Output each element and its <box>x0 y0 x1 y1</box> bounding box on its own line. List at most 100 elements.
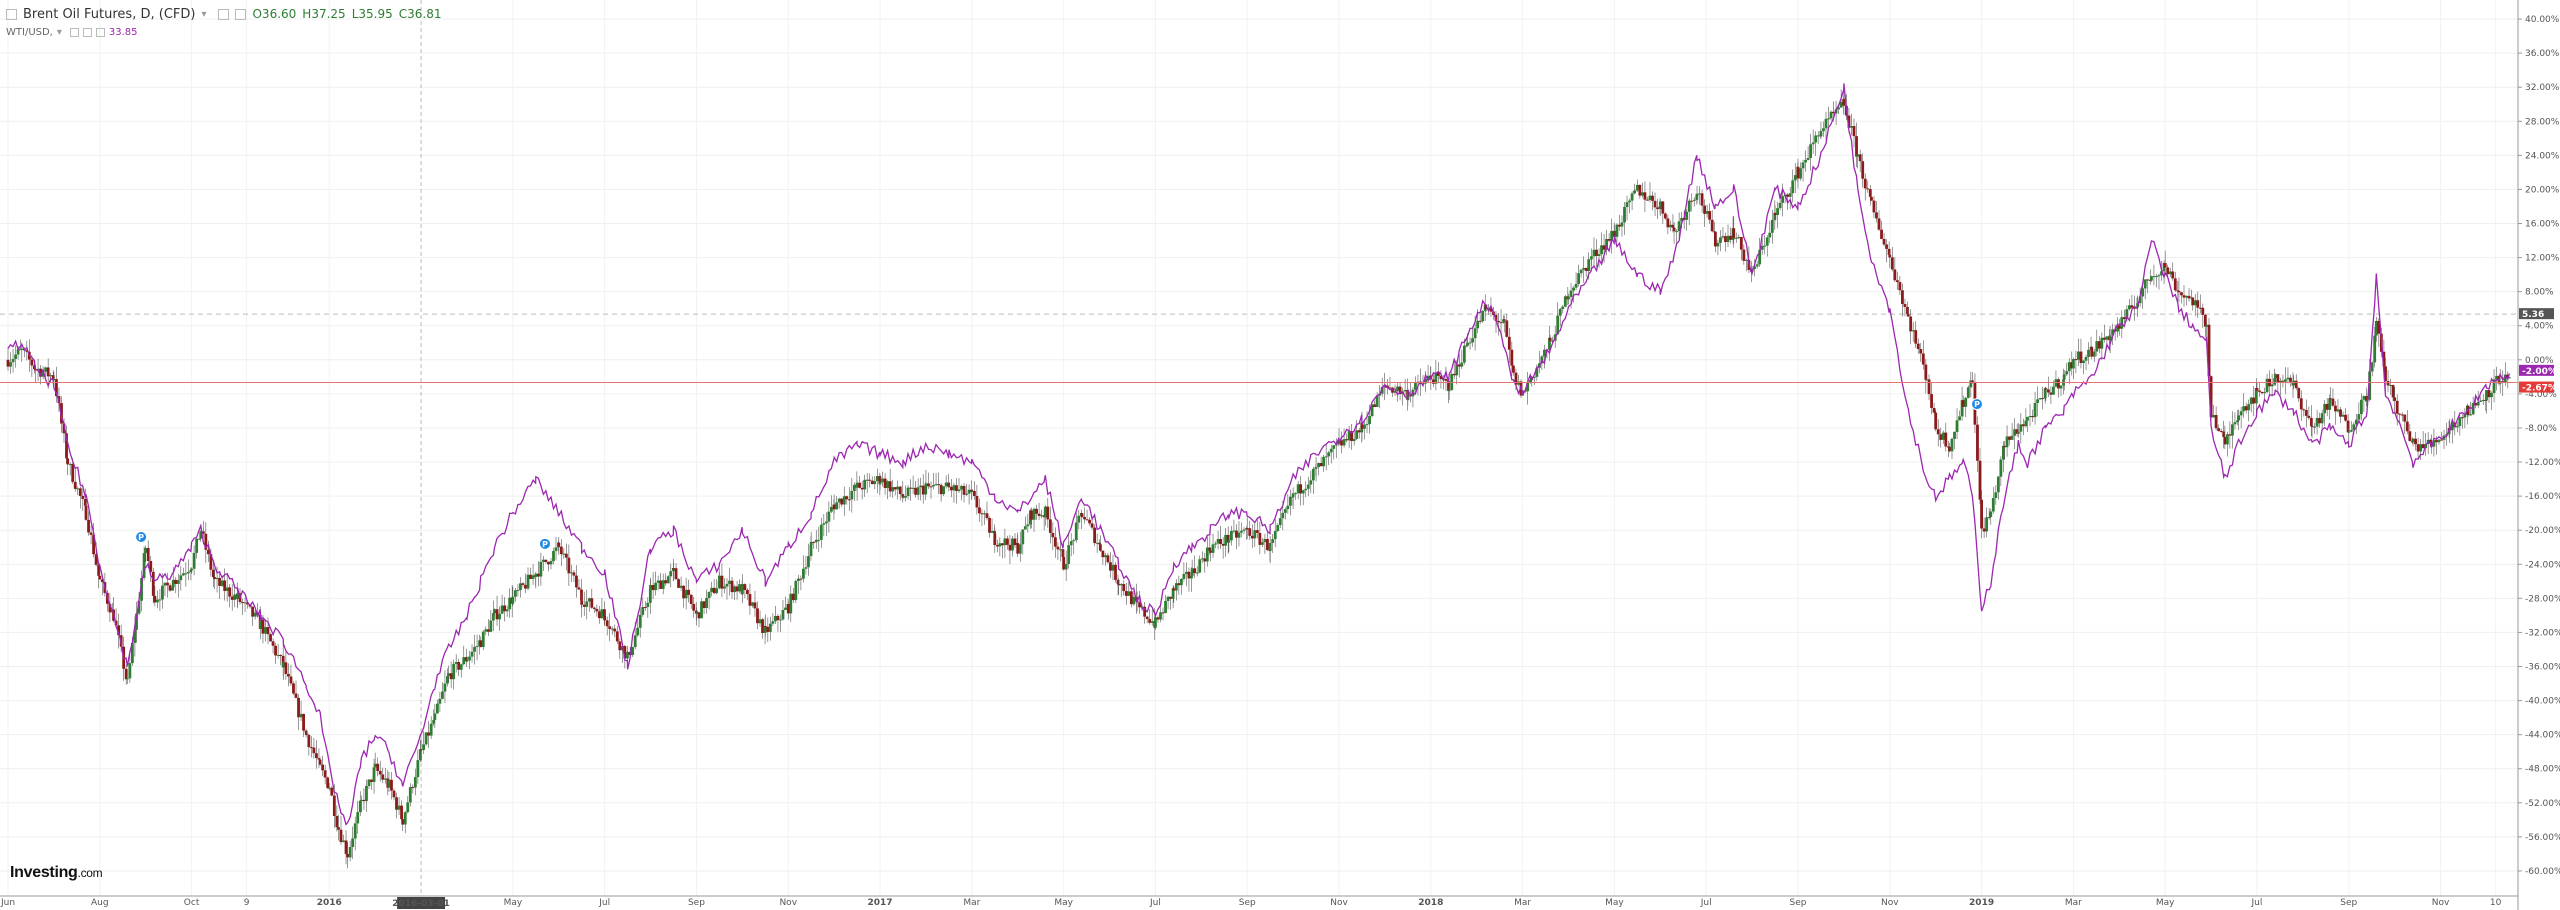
candle-body <box>751 602 754 606</box>
candle-body <box>1666 218 1670 228</box>
candle-body <box>610 628 614 630</box>
candle-body <box>1436 372 1440 376</box>
compare-dropdown-icon[interactable]: ▾ <box>56 27 62 38</box>
candle-body <box>2177 290 2181 293</box>
candle-body <box>1329 448 1333 453</box>
candle-body <box>1216 538 1220 544</box>
candle-body <box>595 608 599 612</box>
candle-body <box>1671 224 1675 228</box>
candle-body <box>1816 135 1820 137</box>
y-tick-label: 40.00% <box>2525 15 2560 25</box>
candle-body <box>264 627 267 634</box>
settings-icon[interactable] <box>218 9 230 20</box>
candle-body <box>330 787 334 796</box>
candle-body <box>2133 307 2136 309</box>
candle-body <box>2157 275 2161 277</box>
candle-body <box>536 573 540 577</box>
candle-body <box>92 534 95 555</box>
candle-body <box>1457 364 1461 367</box>
candle-body <box>967 489 971 494</box>
candle-body <box>1035 508 1038 514</box>
candle-body <box>1906 314 1910 317</box>
candle-body <box>2228 434 2232 436</box>
candle-body <box>1431 379 1435 384</box>
candle-body <box>521 583 525 585</box>
candle-body <box>1778 202 1782 209</box>
candle-body <box>906 487 910 497</box>
candle-body <box>1171 588 1175 599</box>
compare-remove-icon[interactable] <box>95 28 105 37</box>
candle-body <box>784 607 787 610</box>
candle-body <box>2236 420 2239 423</box>
candle-body <box>1040 515 1044 517</box>
candle-body <box>1944 432 1948 447</box>
candle-body <box>68 463 72 465</box>
event-marker-icon <box>539 537 551 550</box>
candle-body <box>638 614 642 628</box>
x-tick-label: Nov <box>779 898 797 908</box>
x-tick-label: 2017 <box>868 898 893 908</box>
candle-body <box>481 631 485 648</box>
candle-body <box>1161 612 1165 614</box>
candle-body <box>2214 414 2218 429</box>
candle-body <box>975 495 979 508</box>
candle-body <box>1294 493 1298 495</box>
candle-body <box>408 787 412 803</box>
candle-body <box>1439 375 1443 380</box>
candle-body <box>168 585 172 591</box>
candle-body <box>174 579 178 584</box>
candle-body <box>1742 249 1746 261</box>
candle-body <box>307 734 311 748</box>
candle-body <box>1494 315 1498 321</box>
compare-settings-icon[interactable] <box>69 28 79 37</box>
candle-body <box>1776 208 1779 216</box>
candle-body <box>664 580 668 584</box>
candle-body <box>1319 462 1323 467</box>
candle-body <box>590 598 594 608</box>
candle-body <box>233 594 237 600</box>
y-tick-label: -12.00% <box>2525 458 2560 468</box>
candle-body <box>1304 488 1308 491</box>
candle-body <box>2437 439 2441 443</box>
candle-body <box>1473 328 1477 339</box>
candle-body <box>1587 259 1591 272</box>
candle-body <box>1008 544 1012 551</box>
price-scale-labels: 5.36 -2.00% -2.67% <box>2519 308 2557 394</box>
candle-body <box>1062 557 1066 570</box>
candle-body <box>2359 399 2363 415</box>
candle-body <box>1773 212 1777 216</box>
compare-hide-icon[interactable] <box>82 28 92 37</box>
x-tick-label: Nov <box>1881 898 1899 908</box>
dropdown-icon[interactable]: ▾ <box>201 9 207 20</box>
candle-body <box>1299 484 1303 494</box>
candle-body <box>422 744 426 751</box>
candle-body <box>1901 290 1904 305</box>
candle-body <box>1018 544 1022 554</box>
candle-body <box>944 482 948 487</box>
candle-body <box>812 541 816 543</box>
candle-body <box>534 573 538 577</box>
candle-body <box>1281 512 1285 519</box>
candle-body <box>1380 387 1384 394</box>
collapse-toggle-icon[interactable] <box>6 9 17 20</box>
candle-body <box>2100 337 2104 349</box>
candle-body <box>1819 131 1823 136</box>
candle-body <box>1185 571 1188 574</box>
compare-symbol-label[interactable]: WTI/USD, <box>6 27 53 38</box>
event-markers[interactable]: P P P <box>135 398 1983 550</box>
candle-body <box>1623 206 1626 223</box>
candle-body <box>1444 379 1448 381</box>
main-symbol-label[interactable]: Brent Oil Futures, D, (CFD) <box>23 7 196 22</box>
candle-body <box>2344 414 2347 421</box>
candle-body <box>865 479 869 481</box>
candle-body <box>87 519 90 533</box>
candle-body <box>1964 397 1968 407</box>
candle-body <box>832 504 836 510</box>
candle-body <box>505 609 509 612</box>
hide-icon[interactable] <box>235 9 247 20</box>
candle-body <box>620 646 624 651</box>
candle-body <box>1510 349 1514 366</box>
candle-body <box>1124 591 1128 596</box>
candle-body <box>1618 224 1621 227</box>
